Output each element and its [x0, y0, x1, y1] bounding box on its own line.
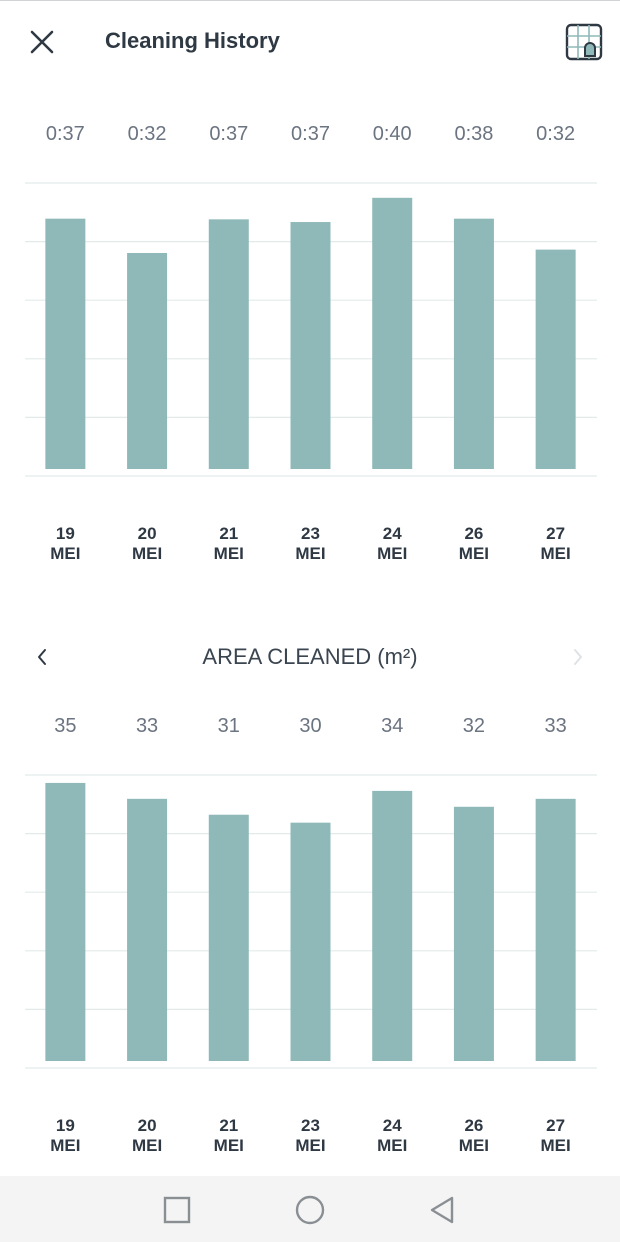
chevron-left-icon — [38, 649, 46, 665]
area-chart-header: AREA CLEANED (m²) — [0, 632, 620, 682]
area-bar[interactable] — [290, 822, 331, 1061]
area-bar[interactable] — [45, 782, 86, 1061]
area-value-label: 35 — [54, 715, 76, 737]
area-value-label: 32 — [463, 715, 485, 737]
area-bar[interactable] — [453, 806, 494, 1061]
home-button[interactable] — [290, 1190, 330, 1230]
app-header: Cleaning History — [0, 0, 620, 86]
duration-date-day: 24 — [383, 524, 402, 543]
duration-date-month: MEI — [377, 544, 407, 563]
area-date-month: MEI — [50, 1136, 80, 1155]
duration-bar[interactable] — [127, 252, 168, 469]
duration-date-day: 26 — [464, 524, 483, 543]
area-value-label: 30 — [299, 715, 321, 737]
duration-chart-svg: 0:3719MEI0:3220MEI0:3721MEI0:3723MEI0:40… — [25, 123, 597, 563]
area-value-label: 34 — [381, 715, 403, 737]
area-bar[interactable] — [535, 798, 576, 1061]
duration-value-label: 0:37 — [209, 123, 248, 145]
area-date-day: 19 — [56, 1116, 75, 1135]
duration-date-month: MEI — [459, 544, 489, 563]
area-date-month: MEI — [459, 1136, 489, 1155]
area-date-day: 21 — [219, 1116, 238, 1135]
duration-bar[interactable] — [290, 222, 331, 469]
duration-bar[interactable] — [45, 218, 86, 469]
area-chart-svg: 3519MEI3320MEI3121MEI3023MEI3424MEI3226M… — [25, 715, 597, 1155]
area-value-label: 33 — [545, 715, 567, 737]
previous-chart-button[interactable] — [24, 642, 60, 672]
duration-bar[interactable] — [535, 249, 576, 469]
duration-value-label: 0:37 — [291, 123, 330, 145]
square-recents-icon — [163, 1196, 191, 1224]
duration-bar[interactable] — [453, 218, 494, 469]
area-bar[interactable] — [127, 798, 168, 1061]
duration-date-day: 20 — [138, 524, 157, 543]
recents-button[interactable] — [157, 1190, 197, 1230]
system-navigation-bar — [0, 1176, 620, 1242]
page-title: Cleaning History — [105, 28, 280, 53]
area-chart: 35 19 MEI 33 20 MEI 31 21 MEI 30 23 MEI 34 24 MEI 32 26 M… — [0, 692, 620, 1172]
area-date-day: 20 — [138, 1116, 157, 1135]
next-chart-button[interactable] — [560, 642, 596, 672]
area-date-day: 27 — [546, 1116, 565, 1135]
chevron-right-icon — [574, 649, 582, 665]
duration-value-label: 0:32 — [536, 123, 575, 145]
triangle-back-icon — [430, 1196, 454, 1224]
duration-bar[interactable] — [372, 197, 413, 470]
area-date-day: 26 — [464, 1116, 483, 1135]
duration-value-label: 0:37 — [46, 123, 85, 145]
duration-value-label: 0:38 — [454, 123, 493, 145]
duration-date-day: 23 — [301, 524, 320, 543]
area-date-month: MEI — [541, 1136, 571, 1155]
duration-chart: 0:37 19 MEI 0:32 20 MEI 0:37 21 MEI 0:37 23 MEI 0:40… — [0, 100, 620, 580]
floor-map-button[interactable] — [564, 22, 604, 62]
circle-home-icon — [295, 1195, 325, 1225]
area-value-label: 33 — [136, 715, 158, 737]
duration-date-month: MEI — [541, 544, 571, 563]
duration-date-day: 19 — [56, 524, 75, 543]
duration-date-month: MEI — [295, 544, 325, 563]
duration-date-month: MEI — [214, 544, 244, 563]
floor-map-icon — [565, 23, 603, 61]
area-bar[interactable] — [208, 814, 249, 1061]
area-date-month: MEI — [214, 1136, 244, 1155]
close-icon — [30, 30, 54, 54]
area-value-label: 31 — [218, 715, 240, 737]
close-button[interactable] — [22, 22, 62, 62]
area-date-month: MEI — [295, 1136, 325, 1155]
area-date-month: MEI — [132, 1136, 162, 1155]
duration-date-month: MEI — [50, 544, 80, 563]
duration-date-day: 21 — [219, 524, 238, 543]
duration-value-label: 0:40 — [373, 123, 412, 145]
area-date-day: 23 — [301, 1116, 320, 1135]
area-bar[interactable] — [372, 790, 413, 1061]
duration-date-month: MEI — [132, 544, 162, 563]
back-button[interactable] — [422, 1190, 462, 1230]
area-date-month: MEI — [377, 1136, 407, 1155]
duration-bar[interactable] — [208, 219, 249, 469]
area-date-day: 24 — [383, 1116, 402, 1135]
status-divider — [0, 0, 620, 1]
area-chart-title: AREA CLEANED (m²) — [202, 644, 418, 669]
duration-value-label: 0:32 — [128, 123, 167, 145]
duration-date-day: 27 — [546, 524, 565, 543]
